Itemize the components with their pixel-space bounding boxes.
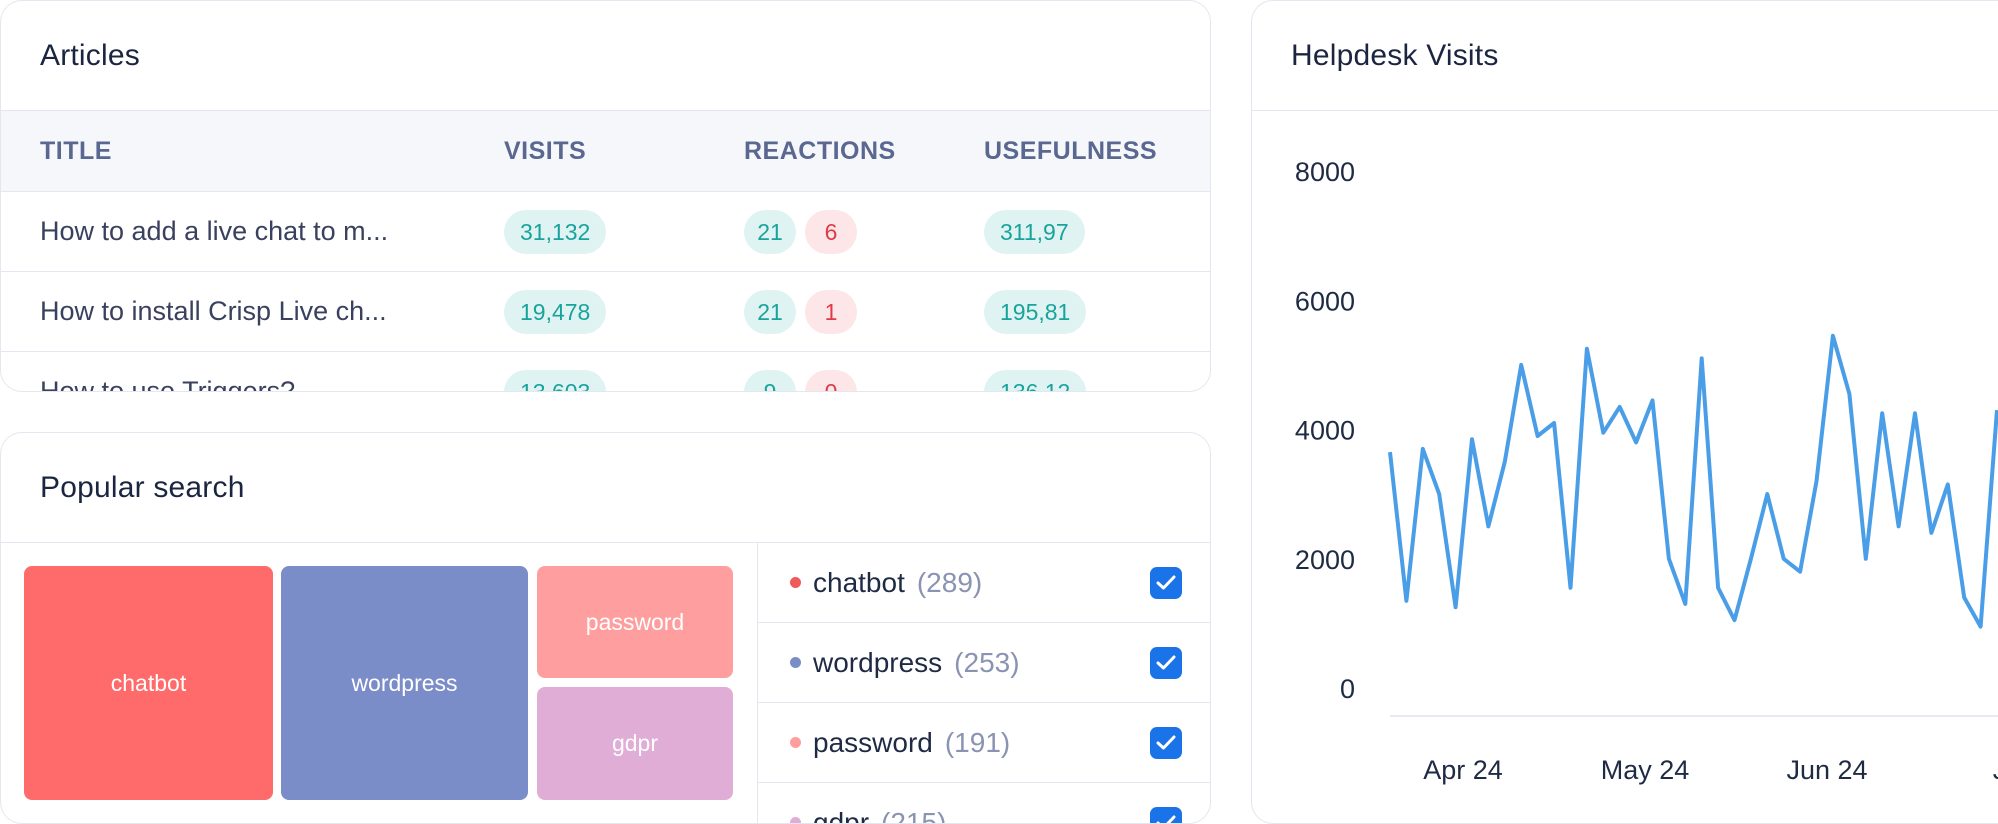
- legend-checkbox[interactable]: [1150, 646, 1182, 679]
- articles-header: Articles: [1, 1, 1210, 111]
- checkmark-icon: [1156, 575, 1176, 589]
- column-visits[interactable]: VISITS: [504, 136, 587, 165]
- articles-card: Articles TITLE VISITS REACTIONS USEFULNE…: [0, 0, 1211, 392]
- negative-reactions-badge: 6: [805, 209, 857, 254]
- legend-name: gdpr: [813, 806, 870, 824]
- helpdesk-visits-chart: 8000 6000 4000 2000 0 Apr 24 May 24 Jun 24 Ju: [1252, 111, 1998, 823]
- legend-count: (289): [916, 566, 983, 598]
- column-reactions[interactable]: REACTIONS: [744, 136, 896, 165]
- legend-name: password: [813, 726, 933, 758]
- usefulness-badge: 311,97: [984, 209, 1085, 254]
- reactions: 21 6: [744, 209, 857, 254]
- legend-name: chatbot: [813, 566, 905, 598]
- popular-search-header: Popular search: [1, 433, 1210, 543]
- reactions: 21 1: [744, 289, 857, 334]
- helpdesk-visits-title: Helpdesk Visits: [1291, 38, 1499, 72]
- positive-reactions-badge: 9: [744, 369, 796, 391]
- tile-label: chatbot: [110, 669, 187, 696]
- column-usefulness[interactable]: USEFULNESS: [984, 136, 1158, 165]
- legend-count: (253): [954, 646, 1020, 678]
- tile-label: wordpress: [351, 669, 458, 696]
- helpdesk-visits-card: Helpdesk Visits 8000 6000 4000 2000 0 Apr 24 M…: [1251, 0, 1998, 824]
- legend-count: (215): [881, 806, 947, 824]
- table-row[interactable]: How to add a live chat to m... 31,132 21…: [1, 192, 1210, 272]
- checkmark-icon: [1156, 655, 1176, 669]
- line-chart: 8000 6000 4000 2000 0 Apr 24 May 24 Jun 24 Ju: [1295, 157, 1998, 785]
- x-tick-label: Apr 24: [1423, 755, 1503, 785]
- positive-reactions-badge: 21: [744, 209, 796, 254]
- legend-item[interactable]: chatbot (289): [758, 543, 1210, 623]
- legend-count: (191): [944, 726, 1011, 758]
- legend-dot: [790, 817, 801, 823]
- legend-item[interactable]: wordpress (253): [758, 623, 1210, 703]
- treemap-tile-password[interactable]: password: [537, 566, 733, 678]
- positive-reactions-badge: 21: [744, 289, 796, 334]
- visits-badge: 13,603: [504, 369, 607, 391]
- legend-name: wordpress: [813, 646, 943, 678]
- search-legend: chatbot (289) wordpress (253) password (191…: [758, 543, 1210, 824]
- y-tick-label: 6000: [1295, 286, 1355, 316]
- y-tick-label: 0: [1340, 674, 1355, 704]
- visits-badge: 31,132: [504, 209, 607, 254]
- x-tick-label: May 24: [1601, 755, 1690, 785]
- column-title[interactable]: TITLE: [40, 136, 112, 165]
- helpdesk-visits-header: Helpdesk Visits: [1252, 1, 1998, 111]
- legend-checkbox[interactable]: [1150, 726, 1182, 759]
- checkmark-icon: [1156, 735, 1176, 749]
- articles-table-header: TITLE VISITS REACTIONS USEFULNESS: [1, 111, 1210, 192]
- legend-dot: [790, 657, 801, 668]
- legend-item[interactable]: gdpr (215): [758, 783, 1210, 824]
- x-tick-label: Jun 24: [1786, 755, 1867, 785]
- treemap: chatbot wordpress password gdpr: [1, 543, 758, 823]
- usefulness-badge: 195,81: [984, 289, 1087, 334]
- article-title[interactable]: How to install Crisp Live ch...: [40, 296, 387, 326]
- usefulness-badge: 136,12: [984, 369, 1087, 391]
- negative-reactions-badge: 1: [805, 289, 857, 334]
- legend-dot: [790, 577, 801, 588]
- tile-label: password: [585, 608, 685, 635]
- x-tick-label: Ju: [1993, 755, 1998, 785]
- checkmark-icon: [1156, 815, 1176, 823]
- treemap-tile-gdpr[interactable]: gdpr: [537, 687, 733, 800]
- tile-label: gdpr: [611, 730, 659, 756]
- reactions: 9 0: [744, 369, 857, 391]
- visits-badge: 19,478: [504, 289, 607, 334]
- treemap-tile-wordpress[interactable]: wordpress: [281, 566, 528, 800]
- articles-title: Articles: [40, 38, 140, 72]
- y-tick-label: 4000: [1295, 416, 1355, 446]
- article-title[interactable]: How to add a live chat to m...: [40, 216, 389, 246]
- popular-search-body: chatbot wordpress password gdpr chatbot (…: [1, 543, 1210, 824]
- y-tick-label: 2000: [1295, 545, 1355, 575]
- legend-dot: [790, 737, 801, 748]
- article-title[interactable]: How to use Triggers?: [40, 376, 296, 392]
- negative-reactions-badge: 0: [805, 369, 857, 391]
- treemap-tile-chatbot[interactable]: chatbot: [24, 566, 273, 800]
- popular-search-title: Popular search: [40, 470, 245, 504]
- legend-checkbox[interactable]: [1150, 806, 1182, 823]
- legend-item[interactable]: password (191): [758, 703, 1210, 783]
- table-row[interactable]: How to use Triggers? 13,603 9 0 136,12: [1, 352, 1210, 392]
- table-row[interactable]: How to install Crisp Live ch... 19,478 2…: [1, 272, 1210, 352]
- y-tick-label: 8000: [1295, 157, 1355, 187]
- legend-checkbox[interactable]: [1150, 566, 1182, 599]
- visits-series-line[interactable]: [1388, 333, 1998, 629]
- popular-search-card: Popular search chatbot wordpress passwor…: [0, 432, 1211, 824]
